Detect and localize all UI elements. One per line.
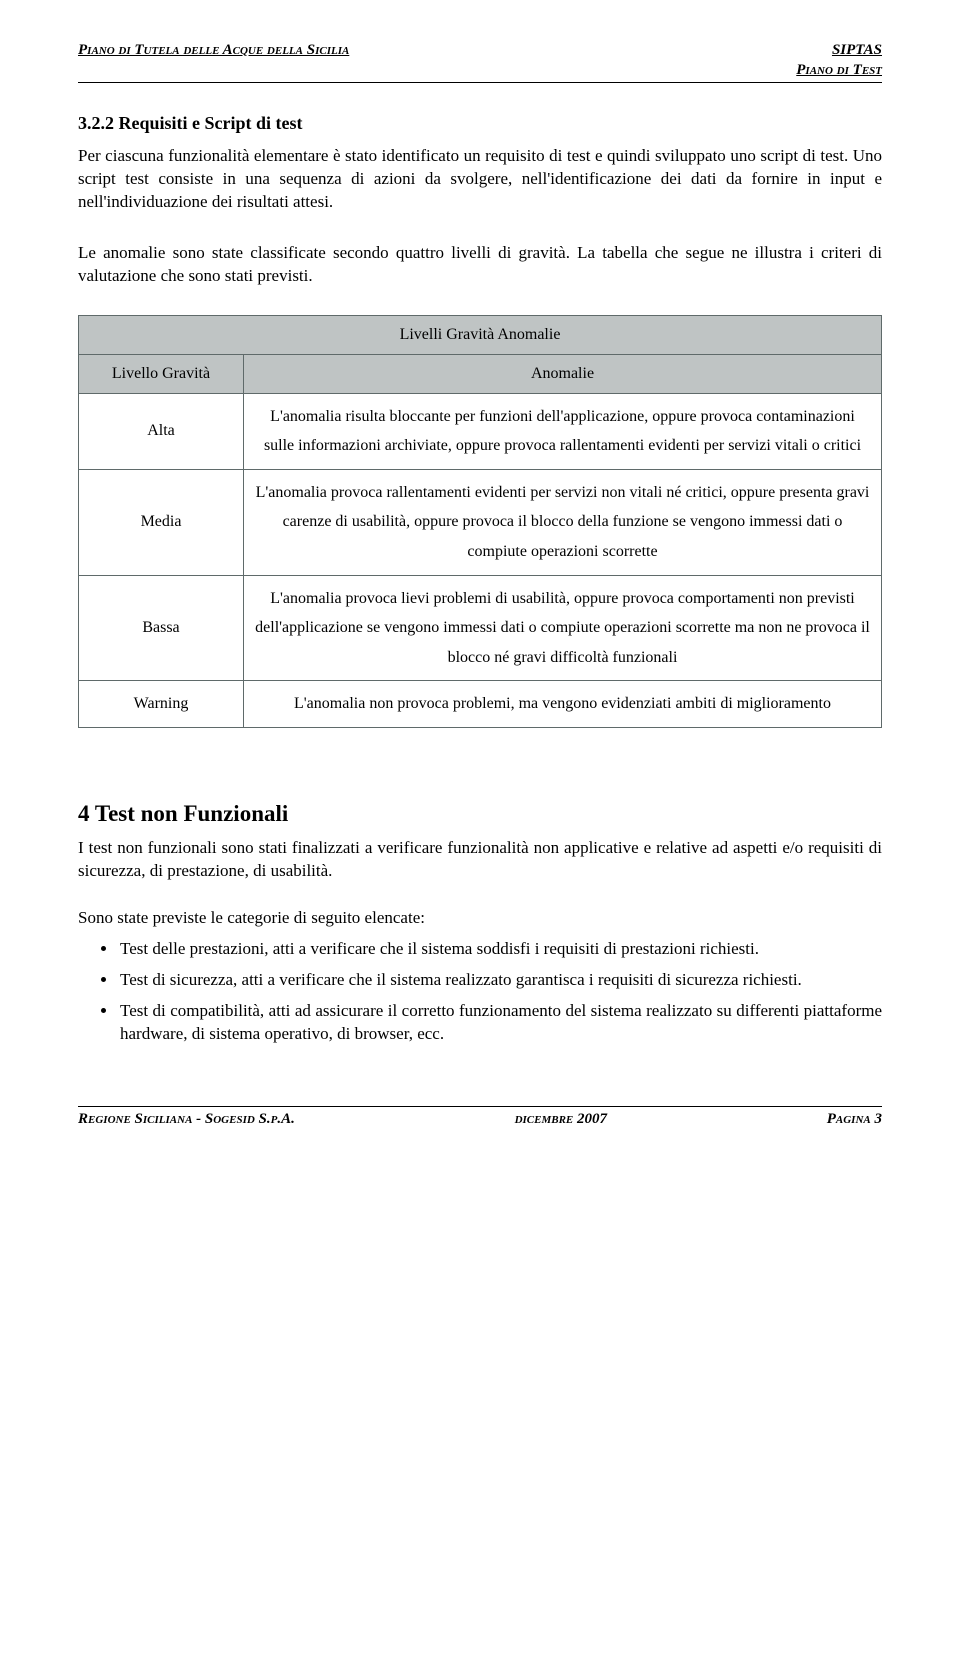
header-left: Piano di Tutela delle Acque della Sicili… (78, 40, 349, 60)
section-3-2-2-p1: Per ciascuna funzionalità elementare è s… (78, 145, 882, 214)
section-3-2-2-p2: Le anomalie sono state classificate seco… (78, 242, 882, 288)
table-header-row: Livello Gravità Anomalie (79, 355, 882, 394)
section-4-p1: I test non funzionali sono stati finaliz… (78, 837, 882, 883)
section-4-heading: 4 Test non Funzionali (78, 798, 882, 829)
table-row: Bassa L'anomalia provoca lievi problemi … (79, 575, 882, 681)
table-title-row: Livelli Gravità Anomalie (79, 316, 882, 355)
header-right-line1: SIPTAS (796, 40, 882, 60)
table-col1-header: Livello Gravità (79, 355, 244, 394)
page-header: Piano di Tutela delle Acque della Sicili… (78, 40, 882, 83)
desc-cell: L'anomalia provoca rallentamenti evident… (244, 469, 882, 575)
table-row: Warning L'anomalia non provoca problemi,… (79, 681, 882, 728)
level-cell: Alta (79, 393, 244, 469)
section-3-2-2-heading: 3.2.2 Requisiti e Script di test (78, 111, 882, 135)
desc-cell: L'anomalia provoca lievi problemi di usa… (244, 575, 882, 681)
list-item: Test di compatibilità, atti ad assicurar… (118, 1000, 882, 1046)
table-row: Alta L'anomalia risulta bloccante per fu… (79, 393, 882, 469)
header-right: SIPTAS Piano di Test (796, 40, 882, 81)
page-footer: Regione Siciliana - Sogesid S.p.A. dicem… (78, 1106, 882, 1129)
level-cell: Bassa (79, 575, 244, 681)
table-col2-header: Anomalie (244, 355, 882, 394)
footer-right: Pagina 3 (827, 1109, 882, 1129)
desc-cell: L'anomalia risulta bloccante per funzion… (244, 393, 882, 469)
section-4-p2: Sono state previste le categorie di segu… (78, 907, 882, 930)
section-4-bullets: Test delle prestazioni, atti a verificar… (78, 938, 882, 1046)
level-cell: Warning (79, 681, 244, 728)
level-cell: Media (79, 469, 244, 575)
desc-cell: L'anomalia non provoca problemi, ma veng… (244, 681, 882, 728)
footer-center: dicembre 2007 (515, 1109, 607, 1129)
footer-left: Regione Siciliana - Sogesid S.p.A. (78, 1109, 295, 1129)
header-right-line2: Piano di Test (796, 60, 882, 80)
anomalies-table: Livelli Gravità Anomalie Livello Gravità… (78, 315, 882, 728)
list-item: Test delle prestazioni, atti a verificar… (118, 938, 882, 961)
table-title: Livelli Gravità Anomalie (79, 316, 882, 355)
list-item: Test di sicurezza, atti a verificare che… (118, 969, 882, 992)
table-row: Media L'anomalia provoca rallentamenti e… (79, 469, 882, 575)
